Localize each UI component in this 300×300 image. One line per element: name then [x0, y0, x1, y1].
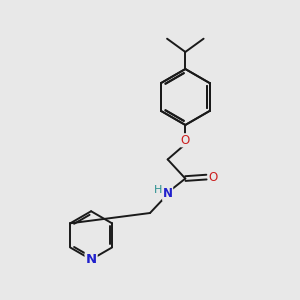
Text: N: N — [163, 188, 173, 200]
Text: N: N — [85, 253, 97, 266]
Text: O: O — [181, 134, 190, 147]
Text: O: O — [208, 171, 217, 184]
Text: H: H — [154, 185, 162, 195]
